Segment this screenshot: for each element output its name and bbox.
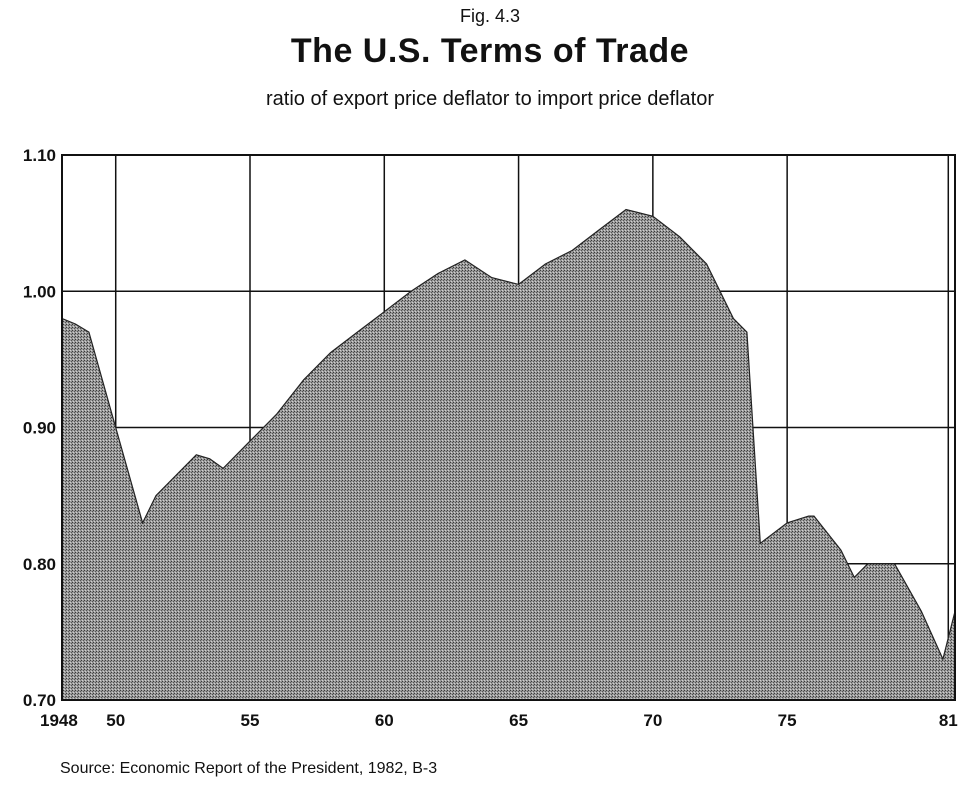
source-note: Source: Economic Report of the President…	[60, 760, 438, 777]
x-tick-label: 75	[778, 711, 797, 730]
y-tick-label: 0.80	[23, 555, 56, 574]
plot-frame	[61, 154, 956, 701]
terms-of-trade-area	[61, 208, 956, 701]
x-tick-label: 1948	[40, 711, 78, 730]
y-axis-ticks: 0.70 0.80 0.90 1.00 1.10	[23, 146, 56, 710]
chart-title: The U.S. Terms of Trade	[290, 32, 690, 70]
x-tick-label: 55	[241, 711, 260, 730]
figure-number: Fig. 4.3	[459, 6, 521, 26]
x-tick-label: 70	[643, 711, 662, 730]
y-tick-label: 1.10	[23, 146, 56, 165]
y-tick-label: 1.00	[23, 282, 56, 301]
x-axis-ticks: 1948 50 55 60 65 70 75 81	[40, 711, 958, 730]
y-tick-label: 0.90	[23, 419, 56, 438]
x-tick-label: 65	[509, 711, 528, 730]
chart-subtitle: ratio of export price deflator to import…	[266, 88, 714, 110]
x-tick-label: 50	[106, 711, 125, 730]
x-tick-label: 81	[939, 711, 958, 730]
y-tick-label: 0.70	[23, 691, 56, 710]
x-tick-label: 60	[375, 711, 394, 730]
